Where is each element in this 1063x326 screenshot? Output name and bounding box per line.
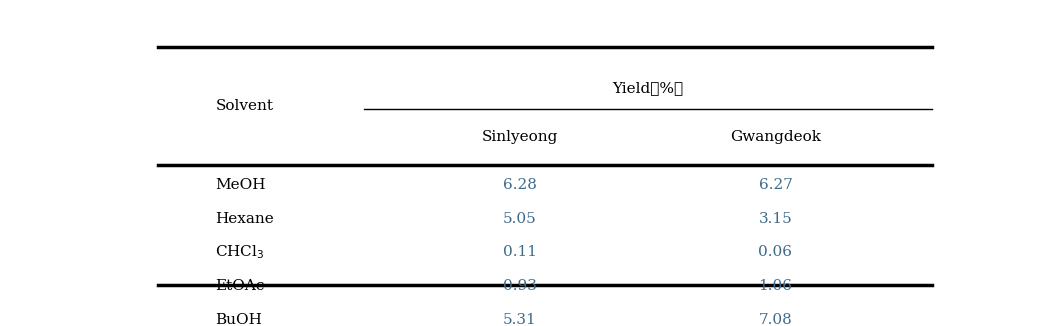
Text: 0.11: 0.11 (503, 245, 537, 259)
Text: EtOAc: EtOAc (215, 279, 265, 293)
Text: Yield（%）: Yield（%） (612, 81, 684, 95)
Text: 3.15: 3.15 (759, 212, 792, 226)
Text: 6.27: 6.27 (759, 178, 792, 192)
Text: MeOH: MeOH (215, 178, 266, 192)
Text: Hexane: Hexane (215, 212, 274, 226)
Text: 1.06: 1.06 (759, 279, 792, 293)
Text: 5.05: 5.05 (503, 212, 537, 226)
Text: BuOH: BuOH (215, 313, 263, 326)
Text: Sinlyeong: Sinlyeong (482, 130, 558, 144)
Text: 5.31: 5.31 (503, 313, 537, 326)
Text: Gwangdeok: Gwangdeok (730, 130, 821, 144)
Text: Solvent: Solvent (215, 99, 273, 113)
Text: 6.28: 6.28 (503, 178, 537, 192)
Text: CHCl$_3$: CHCl$_3$ (215, 244, 265, 261)
Text: 7.08: 7.08 (759, 313, 792, 326)
Text: 0.06: 0.06 (759, 245, 792, 259)
Text: 0.93: 0.93 (503, 279, 537, 293)
